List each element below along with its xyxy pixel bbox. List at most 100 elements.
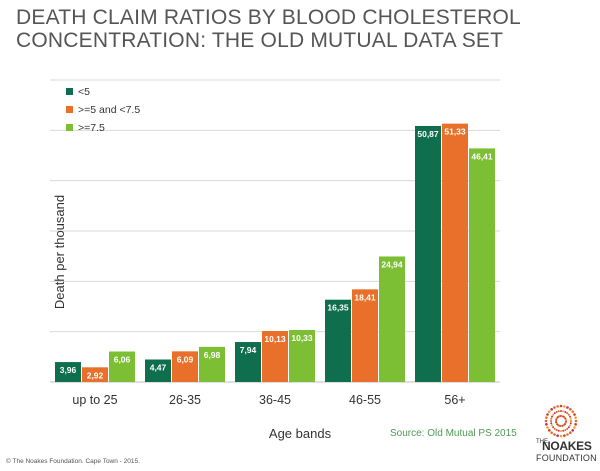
logo-dot — [553, 427, 556, 430]
logo-dot — [552, 426, 555, 429]
logo-dot — [550, 407, 553, 411]
logo-dot — [553, 412, 556, 415]
chart-title-line-1: DEATH CLAIM RATIOS BY BLOOD CHOLESTEROL — [16, 6, 521, 29]
logo-dot — [569, 431, 572, 435]
logo-dot — [557, 429, 560, 432]
logo-dot — [569, 424, 572, 427]
logo-dot — [569, 415, 572, 418]
legend-label-1: >=5 and <7.5 — [78, 104, 140, 116]
logo-dot — [563, 405, 566, 408]
data-label: 10,13 — [264, 334, 286, 344]
data-label: 51,33 — [444, 127, 466, 137]
logo-dot — [573, 413, 576, 416]
bar-0-1 — [145, 359, 171, 382]
bar-2-1 — [199, 346, 225, 382]
x-tick-label: 56+ — [444, 393, 465, 407]
x-tick-label: 26-35 — [169, 393, 201, 407]
logo-dot — [564, 418, 567, 421]
data-label: 10,33 — [291, 333, 313, 343]
legend-label-0: <5 — [78, 86, 90, 98]
logo-dot — [566, 427, 569, 430]
legend-swatch-1 — [66, 106, 73, 113]
logo-dot — [566, 412, 569, 415]
noakes-foundation-logo: THE NOAKES FOUNDATION — [528, 404, 597, 466]
bar-0-0 — [55, 362, 81, 382]
x-tick-label: 46-55 — [349, 393, 381, 407]
x-tick-label: 36-45 — [259, 393, 291, 407]
logo-dot — [573, 426, 576, 429]
logo-dot — [546, 426, 549, 429]
logo-dot — [559, 434, 563, 438]
data-label: 18,41 — [354, 292, 376, 302]
logo-dot — [555, 429, 558, 432]
logo-dot — [550, 420, 552, 422]
bar-1-3 — [352, 289, 378, 382]
logo-dot — [563, 434, 566, 437]
bar-2-4 — [469, 148, 495, 382]
copyright-footer: © The Noakes Foundation. Cape Town - 201… — [6, 458, 140, 465]
y-axis-label: Death per thousand — [52, 195, 67, 309]
logo-dot — [574, 419, 578, 423]
logo-dot — [562, 410, 565, 413]
logo-dot — [571, 429, 575, 432]
data-label: 2,92 — [87, 370, 104, 380]
bar-1-1 — [172, 351, 198, 382]
logo-dot — [571, 410, 575, 413]
data-label: 6,09 — [177, 354, 194, 364]
logo-dot — [547, 410, 551, 413]
logo-dot — [566, 406, 569, 409]
logo-name: NOAKES — [542, 439, 592, 453]
logo-dot — [559, 404, 563, 408]
source-note: Source: Old Mutual PS 2015 — [390, 428, 517, 439]
logo-dot — [569, 407, 572, 411]
logo-dot — [564, 429, 567, 432]
logo-dot — [566, 433, 569, 436]
legend-swatch-0 — [66, 88, 73, 95]
logo-dot — [546, 413, 549, 416]
bar-1-2 — [262, 331, 288, 382]
bar-0-4 — [415, 125, 441, 382]
starburst-icon — [544, 404, 578, 438]
logo-dot — [553, 406, 556, 409]
logo-dot — [550, 424, 553, 427]
logo-dot — [574, 423, 577, 426]
data-label: 4,47 — [150, 363, 167, 373]
logo-dot — [567, 413, 570, 416]
logo-dot — [564, 410, 567, 413]
logo-dot — [550, 431, 553, 435]
x-tick-label: up to 25 — [72, 393, 117, 407]
logo-the: THE — [536, 439, 548, 445]
x-axis-label: Age bands — [269, 426, 332, 441]
bar-1-0 — [82, 367, 108, 382]
logo-dot — [570, 420, 572, 422]
logo-dot — [545, 416, 548, 419]
logo-dot — [555, 410, 558, 413]
data-label: 16,35 — [327, 303, 349, 313]
logo-dot — [553, 433, 556, 436]
logo-dot — [547, 429, 551, 432]
logo-dot — [557, 410, 560, 413]
logo-dot — [560, 410, 562, 412]
logo-dot — [569, 417, 572, 420]
legend-label-2: >=7.5 — [78, 122, 105, 134]
bar-2-2 — [289, 330, 315, 382]
logo-dot — [569, 422, 572, 425]
bar-2-3 — [379, 256, 405, 382]
data-label: 46,41 — [471, 151, 493, 161]
data-label: 6,06 — [114, 354, 131, 364]
logo-dot — [544, 419, 548, 423]
bar-0-3 — [325, 299, 351, 382]
logo-dot — [574, 416, 577, 419]
data-label: 50,87 — [417, 129, 439, 139]
logo-dot — [556, 434, 559, 437]
chart-title: DEATH CLAIM RATIOS BY BLOOD CHOLESTEROL … — [16, 6, 586, 52]
logo-dot — [562, 429, 565, 432]
bar-2-0 — [109, 351, 135, 382]
chart-title-line-2: CONCENTRATION: THE OLD MUTUAL DATA SET — [16, 29, 504, 52]
data-label: 3,96 — [60, 365, 77, 375]
data-label: 7,94 — [240, 345, 257, 355]
logo-dot — [560, 430, 562, 432]
data-label: 6,98 — [204, 350, 221, 360]
logo-dot — [556, 405, 559, 408]
